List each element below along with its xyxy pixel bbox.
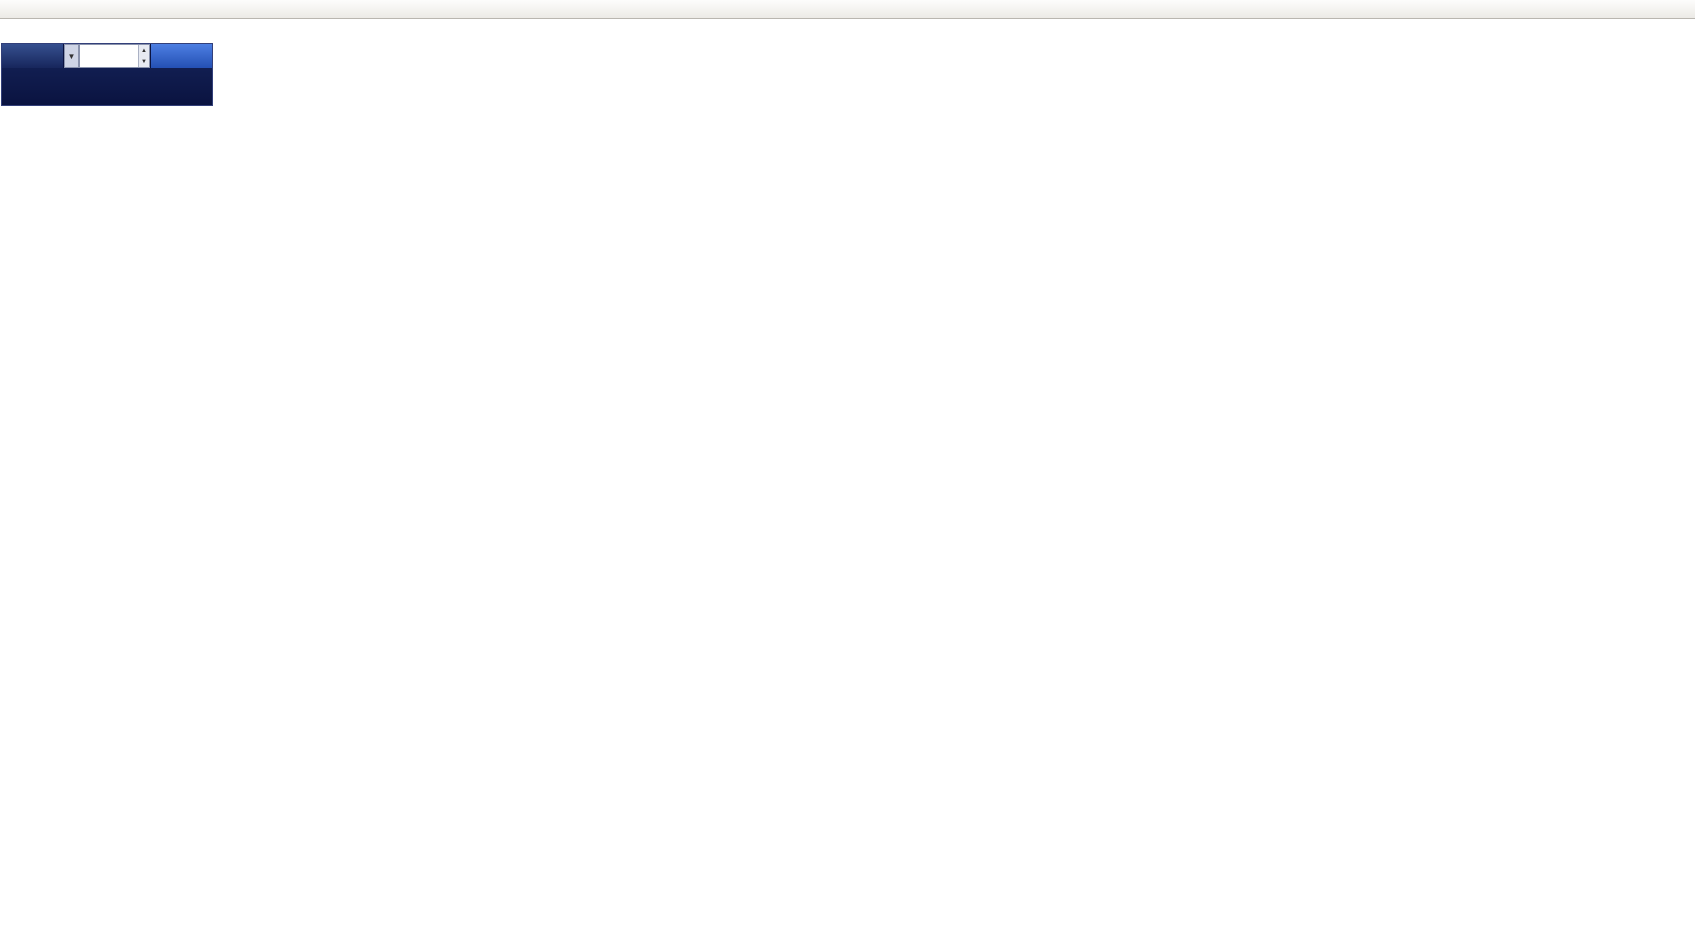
buy-button[interactable]: [150, 44, 212, 68]
main-toolbar: [0, 0, 1695, 19]
volume-dropdown-caret[interactable]: ▼: [64, 44, 79, 68]
volume-input[interactable]: [80, 45, 138, 67]
rsi-header: [4, 757, 10, 769]
volume-down-button[interactable]: ▼: [138, 56, 149, 67]
macd-header: [4, 599, 15, 611]
sell-button[interactable]: [2, 44, 64, 68]
one-click-trading-panel: ▼ ▲ ▼: [1, 43, 213, 106]
sell-price[interactable]: [2, 68, 107, 105]
symbol-ohlc-line: [4, 23, 10, 35]
buy-price[interactable]: [107, 68, 212, 105]
volume-up-button[interactable]: ▲: [138, 45, 149, 56]
